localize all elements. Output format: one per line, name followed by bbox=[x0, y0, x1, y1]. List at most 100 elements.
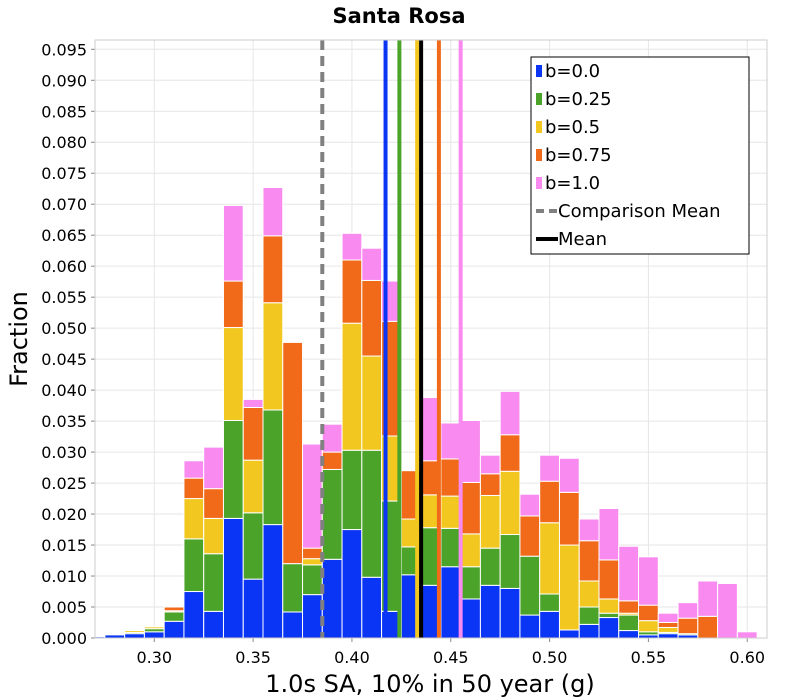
x-tick-label: 0.40 bbox=[334, 648, 370, 667]
legend-swatch bbox=[536, 65, 542, 77]
bar-segment-b-0-75 bbox=[163, 606, 185, 612]
x-tick-label: 0.50 bbox=[532, 648, 568, 667]
legend-label: b=0.5 bbox=[545, 117, 600, 138]
bar-segment-b-0-75 bbox=[558, 491, 580, 546]
bar-segment-b-1-0 bbox=[638, 556, 659, 606]
bar-segment-b-1-0 bbox=[479, 454, 501, 475]
bar-segment-b-0-5 bbox=[143, 626, 165, 630]
bar-segment-b-1-0 bbox=[736, 631, 758, 639]
bar-segment-b-0-0 bbox=[558, 629, 580, 639]
bar-segment-b-0-75 bbox=[618, 600, 640, 614]
legend-swatch bbox=[536, 121, 542, 133]
bar-segment-b-0-75 bbox=[242, 406, 264, 461]
bar-segment-b-0-25 bbox=[519, 555, 541, 616]
bar-segment-b-0-5 bbox=[578, 580, 600, 608]
bar-segment-b-1-0 bbox=[677, 602, 699, 619]
bar-segment-b-0-0 bbox=[302, 594, 323, 639]
bar-segment-b-0-0 bbox=[460, 598, 481, 639]
bar-segment-b-1-0 bbox=[598, 507, 620, 561]
y-tick-label: 0.050 bbox=[41, 319, 87, 338]
bar-segment-b-1-0 bbox=[558, 457, 580, 493]
y-tick-label: 0.030 bbox=[41, 443, 87, 462]
bar-segment-b-0-75 bbox=[262, 235, 284, 304]
y-tick-label: 0.020 bbox=[41, 505, 87, 524]
bar-segment-b-0-25 bbox=[222, 419, 244, 519]
bar-segment-b-0-25 bbox=[618, 614, 640, 632]
bar-segment-b-0-0 bbox=[222, 517, 244, 639]
y-tick-label: 0.060 bbox=[41, 257, 87, 276]
bar-segment-b-1-0 bbox=[222, 204, 244, 282]
bar-segment-b-0-25 bbox=[578, 606, 600, 625]
bar-segment-b-0-5 bbox=[440, 495, 462, 529]
bar-segment-b-1-0 bbox=[440, 422, 462, 460]
y-tick-label: 0.010 bbox=[41, 567, 87, 586]
bar-segment-b-0-75 bbox=[677, 617, 699, 635]
bar-segment-b-1-0 bbox=[618, 545, 640, 602]
x-axis-title: 1.0s SA, 10% in 50 year (g) bbox=[265, 670, 594, 698]
y-tick-label: 0.025 bbox=[41, 474, 87, 493]
bar-segment-b-0-0 bbox=[282, 611, 304, 639]
bar-segment-b-0-0 bbox=[440, 566, 462, 639]
bar-segment-b-0-75 bbox=[302, 547, 323, 560]
bar-segment-b-0-75 bbox=[341, 259, 363, 324]
bar-segment-b-1-0 bbox=[697, 580, 719, 617]
bar-segment-b-0-0 bbox=[163, 620, 185, 639]
bar-segment-b-1-0 bbox=[341, 232, 363, 261]
bar-segment-b-0-0 bbox=[341, 529, 363, 639]
bar-segment-b-0-25 bbox=[479, 547, 501, 586]
legend-label: b=0.75 bbox=[545, 145, 612, 166]
bar-segment-b-0-5 bbox=[242, 459, 264, 514]
bar-segment-b-0-75 bbox=[321, 451, 343, 470]
x-tick-label: 0.30 bbox=[136, 648, 172, 667]
bar-segment-b-0-5 bbox=[598, 598, 620, 614]
bar-segment-b-1-0 bbox=[578, 518, 600, 542]
bar-segment-b-0-0 bbox=[262, 524, 284, 639]
bar-segment-b-0-0 bbox=[203, 610, 224, 639]
legend: b=0.0 b=0.25 b=0.5 b=0.75 b=1.0 Comparison Me… bbox=[530, 56, 750, 255]
bar-segment-b-0-25 bbox=[598, 612, 620, 619]
legend-label: Mean bbox=[558, 229, 607, 250]
bar-segment-b-0-0 bbox=[361, 576, 383, 639]
bar-segment-b-1-0 bbox=[460, 419, 481, 483]
bar-segment-b-0-25 bbox=[440, 527, 462, 568]
bar-segment-b-0-75 bbox=[657, 622, 679, 628]
bar-segment-b-0-75 bbox=[479, 473, 501, 496]
bar-segment-b-1-0 bbox=[717, 582, 738, 639]
bar-segment-b-0-0 bbox=[499, 587, 521, 639]
y-tick-label: 0.015 bbox=[41, 536, 87, 555]
bar-segment-b-0-5 bbox=[183, 498, 205, 540]
bar-segment-b-0-75 bbox=[203, 488, 224, 519]
y-tick-label: 0.045 bbox=[41, 350, 87, 369]
bar-segment-b-1-0 bbox=[657, 612, 679, 624]
legend-swatch bbox=[536, 149, 542, 161]
bar-segment-b-0-5 bbox=[558, 544, 580, 631]
x-tick-label: 0.60 bbox=[729, 648, 765, 667]
bar-segment-b-0-75 bbox=[519, 515, 541, 557]
bar-segment-b-0-75 bbox=[282, 341, 304, 565]
bar-segment-b-0-0 bbox=[578, 623, 600, 639]
plot-frame bbox=[94, 39, 768, 639]
y-tick-label: 0.035 bbox=[41, 412, 87, 431]
bar-segment-b-0-5 bbox=[124, 630, 145, 633]
bar-segment-b-0-25 bbox=[321, 468, 343, 560]
bar-segment-b-0-75 bbox=[697, 615, 719, 639]
y-tick-label: 0.065 bbox=[41, 226, 87, 245]
legend-box bbox=[530, 56, 750, 255]
bar-segment-b-0-75 bbox=[598, 559, 620, 600]
bar-segment-b-0-25 bbox=[242, 512, 264, 580]
bar-segment-b-0-75 bbox=[578, 540, 600, 582]
bar-segment-b-0-5 bbox=[460, 533, 481, 568]
bar-segment-b-0-5 bbox=[262, 302, 284, 411]
legend-swatch bbox=[536, 177, 542, 189]
bar-segment-b-1-0 bbox=[499, 390, 521, 436]
bar-segment-b-0-75 bbox=[222, 280, 244, 329]
bar-segment-b-0-5 bbox=[539, 522, 560, 595]
legend-swatch bbox=[536, 93, 542, 105]
bar-segment-b-1-0 bbox=[183, 460, 205, 479]
legend-label: b=0.25 bbox=[545, 89, 612, 110]
x-tick-label: 0.55 bbox=[631, 648, 667, 667]
bar-segment-b-0-25 bbox=[203, 553, 224, 612]
legend-label: Comparison Mean bbox=[558, 201, 721, 222]
legend-label: b=1.0 bbox=[545, 173, 600, 194]
bar-segment-b-1-0 bbox=[321, 423, 343, 453]
